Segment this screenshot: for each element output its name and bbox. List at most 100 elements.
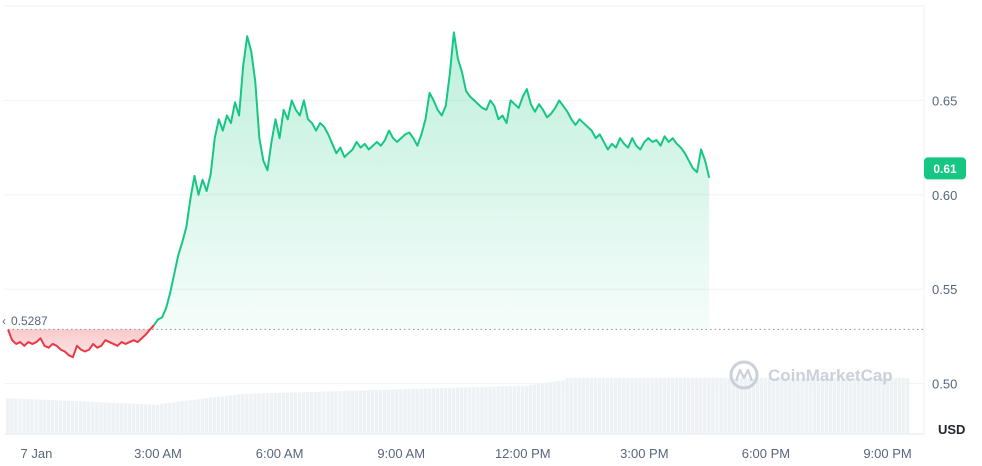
volume-bar [840,378,845,434]
volume-bar [50,400,55,434]
volume-bar [42,399,46,434]
volume-bar [391,389,395,434]
volume-bar [374,389,379,434]
volume-bar [836,378,841,434]
volume-bar [245,393,249,434]
volume-bar [443,387,448,434]
volume-bar [411,388,415,434]
volume-bar [622,378,626,434]
volume-bar [228,395,233,434]
volume-bar [861,378,865,434]
y-tick-label: 0.55 [932,282,957,297]
volume-bar [26,398,30,434]
volume-bar [293,392,298,434]
volume-bar [496,386,500,434]
volume-bar [358,390,363,434]
volume-bar [326,391,330,434]
volume-bar [832,378,837,434]
y-tick-label: 0.50 [932,377,957,392]
volume-bar [504,386,508,434]
watermark-text: CoinMarketCap [768,366,893,385]
volume-bar [342,390,346,434]
volume-bar [800,378,804,434]
currency-unit: USD [938,422,965,437]
volume-bar [330,391,334,434]
volume-bar [662,378,667,434]
x-axis: 7 Jan 3:00 AM 6:00 AM 9:00 AM 12:00 PM 3:00 P… [21,446,912,461]
volume-bar [30,399,34,434]
volume-bar [155,404,160,434]
volume-bar [103,402,107,434]
volume-bar [626,378,630,434]
y-tick-label: 0.60 [932,188,957,203]
volume-bar [755,378,760,434]
reference-value: 0.5287 [11,314,48,328]
volume-bar [208,397,213,434]
volume-bar [399,389,403,434]
price-line-up [153,31,711,326]
volume-bar [772,378,776,434]
volume-bar [6,398,10,434]
volume-bar [747,378,752,434]
volume-bar [901,378,906,434]
volume-bar [731,378,735,434]
y-axis: 0.50 0.55 0.60 0.65 [932,93,957,391]
volume-bar [857,378,861,434]
volume-bar [305,392,310,434]
volume-bar [111,402,115,434]
volume-bar [386,389,391,434]
volume-bar [451,387,456,434]
volume-bar [192,399,196,434]
volume-bars [6,378,910,434]
volume-bar [889,378,894,434]
volume-bar [455,387,460,434]
volume-bar [160,403,164,434]
volume-bar [634,378,638,434]
volume-bar [423,388,427,434]
x-tick-label: 6:00 AM [256,446,304,461]
volume-bar [508,386,513,434]
volume-bar [589,378,594,434]
volume-bar [638,378,642,434]
volume-bar [711,378,715,434]
volume-bar [727,378,731,434]
volume-bar [577,378,581,434]
volume-bar [237,394,241,434]
volume-bar [844,378,849,434]
volume-bar [38,399,42,434]
volume-bar [232,394,237,434]
volume-bar [816,378,821,434]
volume-bar [281,392,286,434]
volume-bar [78,401,83,434]
volume-bar [784,378,788,434]
volume-bar [695,378,699,434]
volume-bar [87,401,91,434]
current-price-badge: 0.61 [924,157,966,180]
current-price-badge-bg [924,157,966,180]
volume-bar [297,392,302,434]
x-tick-label: 3:00 PM [620,446,668,461]
volume-bar [569,378,573,434]
volume-bar [573,378,577,434]
volume-bar [593,378,598,434]
volume-bar [488,386,492,434]
x-tick-label: 12:00 PM [495,446,551,461]
volume-bar [735,378,739,434]
volume-bar [630,378,634,434]
volume-bar [301,392,306,434]
volume-bar [686,378,691,434]
volume-bar [472,387,476,434]
volume-bar [808,378,812,434]
volume-bar [107,402,111,434]
volume-bar [849,378,853,434]
volume-bar [796,378,800,434]
volume-bar [759,378,764,434]
volume-bar [646,378,650,434]
volume-bar [273,392,277,434]
volume-bar [172,402,176,434]
volume-bar [180,401,184,434]
volume-bar [824,378,829,434]
volume-bar [431,388,436,434]
y-tick-label: 0.65 [932,93,957,108]
volume-bar [354,390,359,434]
